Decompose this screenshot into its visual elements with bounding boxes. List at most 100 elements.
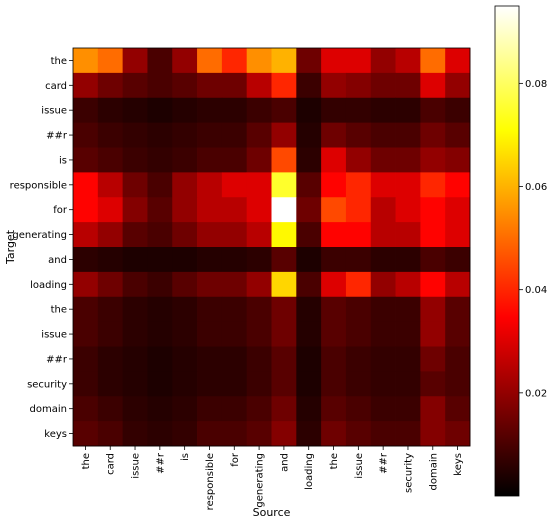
heatmap-cell (197, 321, 223, 347)
heatmap-cell (321, 147, 347, 173)
heatmap-cell (296, 122, 322, 148)
heatmap-cell (420, 72, 446, 99)
colorbar-ticks: 0.02 0.04 0.06 0.08 (519, 79, 547, 399)
heatmap-cell (122, 296, 148, 323)
heatmap-cell (221, 97, 248, 124)
heatmap-cell (147, 346, 173, 372)
heatmap-cell (246, 296, 272, 323)
heatmap-cell (345, 72, 372, 99)
heatmap-cell (221, 197, 248, 223)
heatmap-cell (445, 97, 471, 124)
heatmap-cell (147, 72, 173, 99)
heatmap-cell (395, 346, 421, 372)
heatmap-cell (271, 421, 297, 447)
x-tick-label: security (403, 453, 414, 493)
y-tick-label: responsible (10, 180, 67, 191)
heatmap-cell (122, 72, 148, 99)
heatmap-cell (445, 172, 471, 198)
heatmap-cell (445, 122, 471, 148)
heatmap-cell (370, 222, 396, 248)
heatmap-cell (345, 48, 372, 74)
heatmap-cell (147, 48, 173, 74)
heatmap-cell (97, 147, 124, 173)
heatmap-cell (296, 97, 322, 124)
heatmap-cell (370, 271, 396, 298)
heatmap-cell (395, 197, 421, 223)
heatmap-cell (395, 271, 421, 298)
heatmap-cell (345, 371, 372, 397)
y-tick-label: domain (30, 404, 67, 415)
heatmap-cell (321, 271, 347, 298)
heatmap-cell (395, 222, 421, 248)
heatmap-cell (73, 197, 99, 223)
heatmap-cell (73, 222, 99, 248)
heatmap-cell (445, 396, 471, 422)
heatmap-cell (197, 421, 223, 447)
heatmap-cell (97, 346, 124, 372)
heatmap-cell (73, 321, 99, 347)
heatmap-cell (172, 197, 198, 223)
heatmap-cell (172, 247, 198, 273)
heatmap-cell (172, 122, 198, 148)
heatmap-cell (197, 346, 223, 372)
heatmap-cell (197, 48, 223, 74)
heatmap-cell (395, 147, 421, 173)
heatmap-cell (420, 321, 446, 347)
heatmap-cell (147, 122, 173, 148)
heatmap-cell (395, 122, 421, 148)
heatmap-cell (321, 197, 347, 223)
heatmap-cell (345, 346, 372, 372)
heatmap-cell (271, 271, 297, 298)
heatmap-cell (221, 122, 248, 148)
y-tick-label: ##r (46, 131, 68, 142)
heatmap-cell (370, 97, 396, 124)
heatmap-cell (221, 346, 248, 372)
heatmap-cell (221, 172, 248, 198)
heatmap-cell (246, 147, 272, 173)
heatmap-cell (395, 48, 421, 74)
heatmap-cell (420, 122, 446, 148)
heatmap-cell (370, 247, 396, 273)
heatmap-cell (246, 371, 272, 397)
y-tick-label: the (51, 305, 67, 316)
heatmap-cell (197, 296, 223, 323)
heatmap-cell (321, 371, 347, 397)
y-tick-label: and (48, 255, 67, 266)
heatmap-cell (345, 421, 372, 447)
heatmap-cell (73, 271, 99, 298)
heatmap-cell (321, 321, 347, 347)
heatmap-cell (370, 346, 396, 372)
heatmap-cell (420, 396, 446, 422)
heatmap-cell (296, 197, 322, 223)
heatmap-cell (147, 421, 173, 447)
heatmap-cell (246, 97, 272, 124)
x-tick-label: ##r (155, 452, 166, 474)
heatmap-cell (197, 271, 223, 298)
y-tick-label: ##r (46, 354, 68, 365)
heatmap-cell (197, 147, 223, 173)
heatmap-cell (370, 147, 396, 173)
heatmap-cell (296, 321, 322, 347)
heatmap-cell (345, 97, 372, 124)
heatmap-cell (97, 222, 124, 248)
heatmap-cell (296, 296, 322, 323)
colorbar-tick-label: 0.02 (525, 388, 547, 399)
heatmap-cell (147, 271, 173, 298)
heatmap-cell (97, 396, 124, 422)
heatmap-cell (271, 97, 297, 124)
x-axis-ticks: the card issue ##r is responsible for generatin… (81, 446, 464, 510)
heatmap-cell (296, 346, 322, 372)
heatmap-cell (147, 197, 173, 223)
heatmap-cell (221, 321, 248, 347)
heatmap-cell (420, 147, 446, 173)
heatmap-cell (321, 421, 347, 447)
heatmap-cell (147, 97, 173, 124)
x-tick-label: issue (131, 453, 142, 479)
heatmap-cell (321, 122, 347, 148)
heatmap-cell (147, 371, 173, 397)
y-tick-label: card (45, 81, 67, 92)
heatmap-cell (296, 371, 322, 397)
heatmap-cell (271, 122, 297, 148)
heatmap-cell (271, 371, 297, 397)
heatmap-cell (73, 97, 99, 124)
